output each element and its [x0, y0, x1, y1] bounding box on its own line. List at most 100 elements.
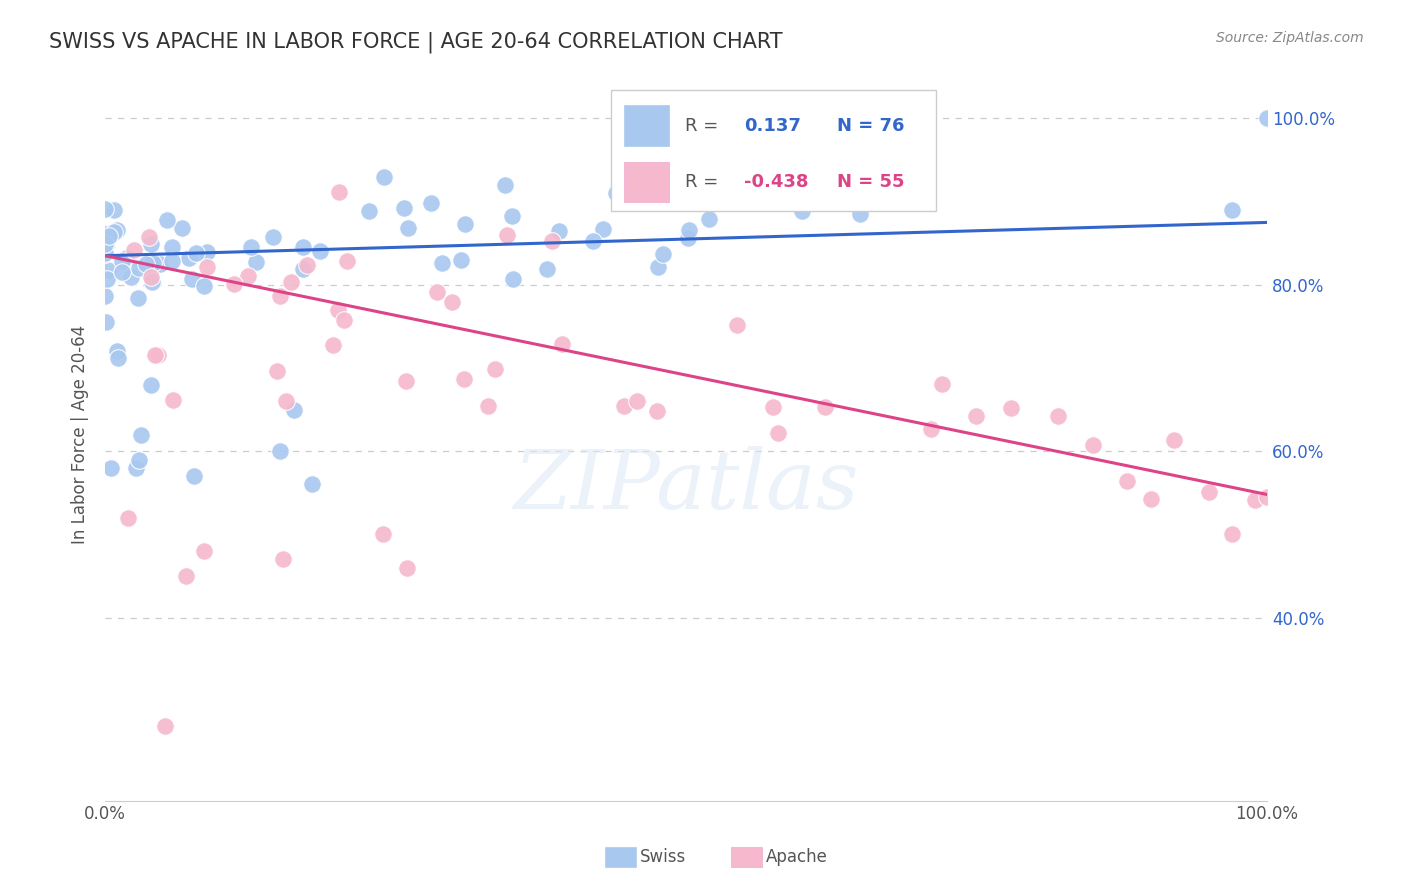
Point: [792, 204, 814, 219]
Point: [269, 444, 291, 458]
Point: [931, 377, 953, 392]
Point: [120, 270, 142, 285]
Point: [94, 237, 117, 252]
Point: [1244, 493, 1267, 508]
Point: [193, 544, 215, 558]
Point: [501, 209, 523, 223]
Point: [1220, 527, 1243, 541]
Point: [582, 235, 605, 249]
Point: [357, 204, 380, 219]
Point: [295, 259, 318, 273]
Point: [725, 318, 748, 332]
Point: [94, 246, 117, 260]
Point: [139, 237, 162, 252]
Y-axis label: In Labor Force | Age 20-64: In Labor Force | Age 20-64: [72, 325, 89, 544]
Point: [966, 409, 988, 423]
Point: [135, 257, 157, 271]
Point: [336, 254, 359, 268]
Point: [322, 338, 344, 352]
Point: [94, 202, 117, 216]
Point: [153, 719, 176, 733]
Point: [141, 377, 163, 392]
Point: [395, 374, 418, 388]
Point: [1256, 112, 1278, 126]
Point: [245, 254, 267, 268]
Point: [647, 260, 669, 275]
Point: [94, 237, 117, 252]
Point: [328, 303, 350, 318]
Point: [94, 227, 117, 242]
Point: [419, 196, 441, 211]
Point: [94, 288, 117, 302]
FancyBboxPatch shape: [624, 105, 669, 145]
Point: [453, 372, 475, 386]
Point: [814, 401, 837, 415]
Point: [1220, 202, 1243, 217]
Point: [697, 211, 720, 226]
Point: [761, 400, 783, 414]
Point: [920, 422, 942, 436]
Point: [103, 202, 125, 217]
Point: [592, 222, 614, 236]
Point: [328, 185, 350, 199]
Point: [162, 392, 184, 407]
Point: [1139, 492, 1161, 507]
Point: [174, 569, 197, 583]
Point: [283, 402, 305, 417]
Point: [1081, 438, 1104, 452]
Text: Apache: Apache: [766, 848, 828, 866]
Point: [477, 399, 499, 413]
Point: [309, 244, 332, 259]
Point: [678, 223, 700, 237]
Point: [291, 262, 314, 277]
Text: SWISS VS APACHE IN LABOR FORCE | AGE 20-64 CORRELATION CHART: SWISS VS APACHE IN LABOR FORCE | AGE 20-…: [49, 31, 783, 53]
FancyBboxPatch shape: [624, 161, 669, 202]
Text: -0.438: -0.438: [744, 173, 808, 191]
Point: [269, 288, 291, 302]
Point: [1046, 409, 1069, 424]
Point: [96, 272, 118, 286]
Point: [122, 244, 145, 258]
Point: [195, 260, 218, 274]
Point: [179, 252, 201, 266]
Point: [291, 240, 314, 254]
Point: [768, 425, 790, 440]
Point: [301, 477, 323, 491]
Point: [183, 469, 205, 483]
Point: [149, 256, 172, 270]
Point: [849, 207, 872, 221]
Text: 0.137: 0.137: [744, 117, 801, 135]
Point: [138, 230, 160, 244]
Point: [197, 244, 219, 259]
Text: Source: ZipAtlas.com: Source: ZipAtlas.com: [1216, 31, 1364, 45]
Point: [224, 277, 246, 291]
Point: [180, 272, 202, 286]
Point: [162, 240, 184, 254]
Point: [97, 263, 120, 277]
Point: [107, 351, 129, 365]
Point: [240, 240, 263, 254]
Point: [160, 254, 183, 268]
Text: ZIPatlas: ZIPatlas: [513, 446, 859, 525]
Point: [124, 460, 146, 475]
Text: R =: R =: [685, 117, 718, 135]
Point: [273, 552, 295, 566]
Point: [148, 349, 170, 363]
Point: [184, 245, 207, 260]
Text: Swiss: Swiss: [640, 848, 686, 866]
Point: [1116, 474, 1139, 488]
Point: [127, 291, 149, 305]
Point: [371, 527, 394, 541]
Point: [1163, 433, 1185, 447]
Point: [333, 313, 356, 327]
Point: [645, 403, 668, 417]
Point: [128, 452, 150, 467]
Point: [128, 261, 150, 276]
Point: [111, 265, 134, 279]
Point: [115, 251, 138, 265]
Point: [156, 213, 179, 227]
Point: [238, 269, 260, 284]
Point: [426, 285, 449, 299]
Point: [548, 224, 571, 238]
Point: [651, 246, 673, 260]
